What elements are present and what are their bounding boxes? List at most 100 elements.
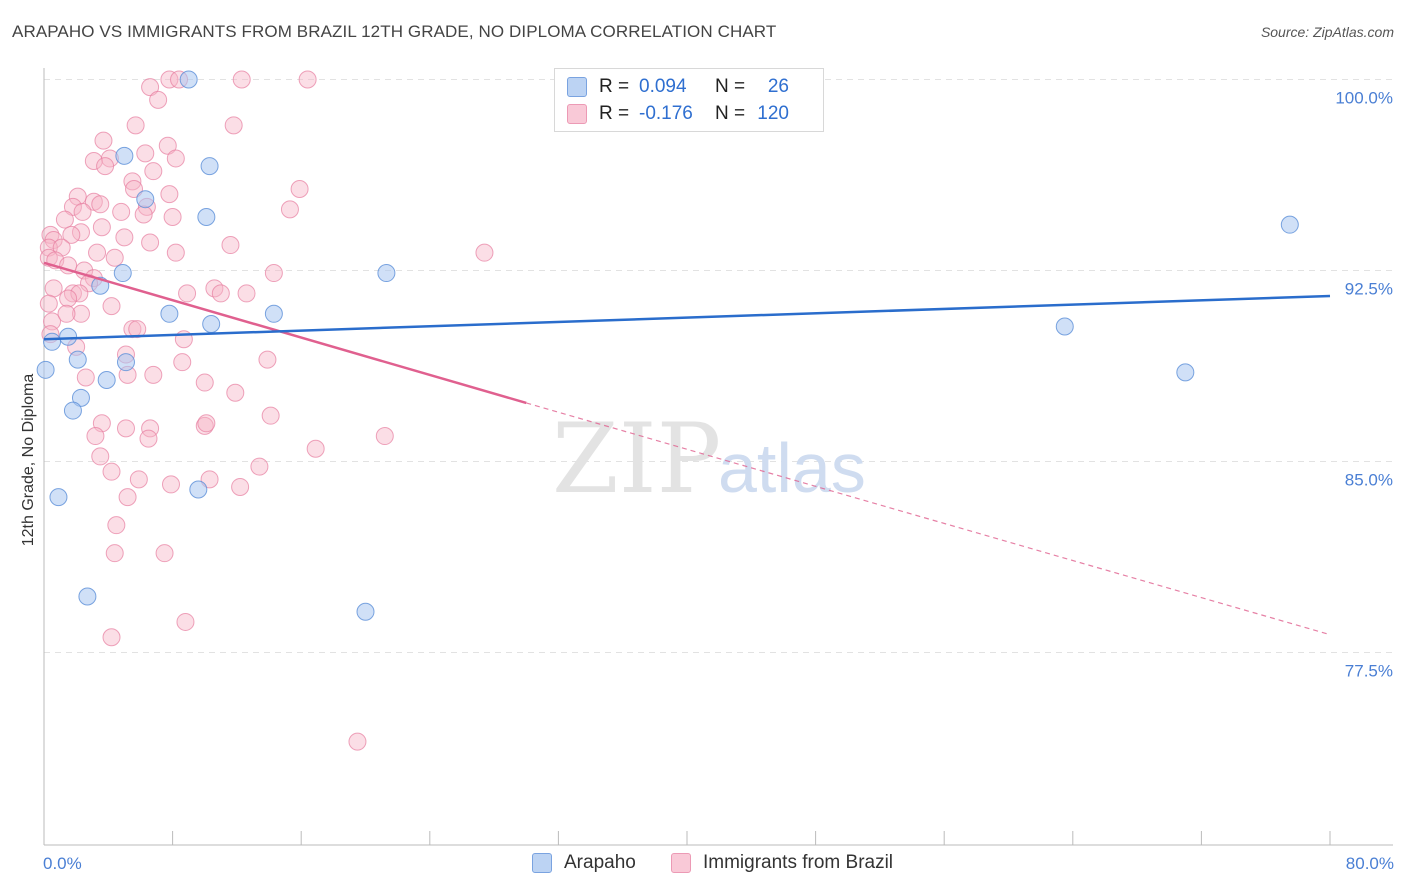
brazil-point	[258, 350, 277, 369]
brazil-point	[102, 297, 121, 316]
brazil-trend-extension	[526, 402, 1331, 636]
brazil-point	[141, 233, 160, 252]
brazil-point	[94, 131, 113, 150]
brazil-point	[176, 612, 195, 631]
arapaho-point	[43, 332, 62, 351]
brazil-point	[70, 284, 89, 303]
legend-r-label: R =	[599, 103, 630, 124]
brazil-point	[126, 116, 145, 135]
brazil-point	[91, 195, 110, 214]
arapaho-points	[36, 70, 1299, 621]
brazil-point	[231, 477, 250, 496]
brazil-point	[250, 457, 269, 476]
brazil-point	[123, 172, 142, 191]
bottom-legend-swatch-arapaho	[532, 853, 552, 873]
brazil-point	[118, 488, 137, 507]
brazil-point	[139, 429, 158, 448]
y-tick-labels: 77.5% 85.0% 92.5% 100.0%	[1335, 89, 1393, 681]
brazil-point	[166, 149, 185, 168]
legend-r-value: 0.094	[639, 76, 687, 97]
arapaho-point	[97, 371, 116, 390]
arapaho-point	[136, 190, 155, 209]
chart-title: ARAPAHO VS IMMIGRANTS FROM BRAZIL 12TH G…	[12, 22, 777, 41]
source-label: Source: ZipAtlas.com	[1260, 24, 1394, 40]
brazil-point	[178, 284, 197, 303]
arapaho-point	[1055, 317, 1074, 336]
brazil-point	[160, 185, 179, 204]
brazil-point	[232, 70, 251, 89]
brazil-point	[264, 264, 283, 283]
arapaho-point	[356, 602, 375, 621]
arapaho-point	[68, 350, 87, 369]
brazil-point	[76, 368, 95, 387]
arapaho-point	[160, 304, 179, 323]
brazil-point	[86, 427, 105, 446]
axes	[43, 68, 1393, 846]
brazil-points	[39, 70, 494, 751]
trend-lines	[43, 261, 1331, 636]
brazil-point	[112, 202, 131, 221]
legend-swatch-brazil	[567, 104, 587, 124]
brazil-point	[144, 162, 163, 181]
brazil-point	[105, 544, 124, 563]
y-tick-label: 100.0%	[1335, 89, 1393, 108]
brazil-point	[261, 406, 280, 425]
watermark: ZIP atlas	[552, 403, 866, 515]
brazil-point	[298, 70, 317, 89]
y-tick-label: 92.5%	[1345, 280, 1393, 299]
brazil-point	[348, 732, 367, 751]
x-tick-label-min: 0.0%	[43, 854, 82, 873]
legend-r-label: R =	[599, 76, 630, 97]
bottom-legend-label-brazil: Immigrants from Brazil	[703, 852, 894, 873]
brazil-point	[141, 78, 160, 97]
brazil-point	[237, 284, 256, 303]
brazil-point	[129, 470, 148, 489]
brazil-point	[71, 304, 90, 323]
brazil-point	[211, 284, 230, 303]
arapaho-point	[36, 360, 55, 379]
brazil-point	[134, 205, 153, 224]
brazil-point	[161, 475, 180, 494]
brazil-trend-line	[43, 261, 527, 405]
brazil-point	[57, 304, 76, 323]
brazil-point	[84, 151, 103, 170]
legend-n-label: N =	[715, 103, 746, 124]
watermark-zip: ZIP	[552, 403, 721, 515]
legend-n-value: 26	[767, 76, 789, 97]
brazil-point	[73, 202, 92, 221]
arapaho-point	[115, 146, 134, 165]
brazil-point	[163, 208, 182, 227]
bottom-legend-brazil: Immigrants from Brazil	[671, 852, 893, 874]
brazil-point	[107, 516, 126, 535]
gridlines	[44, 79, 1393, 653]
arapaho-point	[1280, 215, 1299, 234]
bottom-legend-swatch-brazil	[671, 853, 691, 873]
arapaho-point	[377, 264, 396, 283]
legend-row-brazil: R = -0.176 N = 120	[567, 103, 789, 125]
brazil-point	[224, 116, 243, 135]
brazil-point	[144, 365, 163, 384]
y-tick-label: 77.5%	[1345, 662, 1393, 681]
brazil-point	[149, 90, 168, 109]
arapaho-point	[189, 480, 208, 499]
brazil-point	[55, 210, 74, 229]
arapaho-point	[1176, 363, 1195, 382]
y-tick-label: 85.0%	[1345, 471, 1393, 490]
legend-n-value: 120	[757, 103, 789, 124]
legend-swatch-arapaho	[567, 77, 587, 97]
brazil-point	[280, 200, 299, 219]
brazil-point	[39, 294, 58, 313]
arapaho-point	[197, 208, 216, 227]
arapaho-point	[202, 314, 221, 333]
brazil-point	[91, 447, 110, 466]
arapaho-point	[113, 264, 132, 283]
arapaho-point	[63, 401, 82, 420]
brazil-point	[105, 248, 124, 267]
brazil-point	[226, 383, 245, 402]
brazil-point	[63, 197, 82, 216]
brazil-point	[195, 373, 214, 392]
brazil-point	[158, 136, 177, 155]
arapaho-point	[179, 70, 198, 89]
brazil-point	[102, 628, 121, 647]
